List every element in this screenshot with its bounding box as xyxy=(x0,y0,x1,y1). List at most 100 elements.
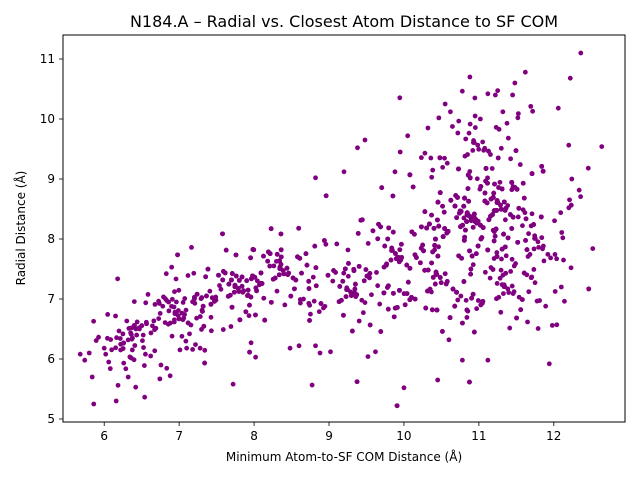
data-point xyxy=(191,270,197,276)
data-point xyxy=(440,234,446,240)
data-point xyxy=(200,303,206,309)
data-point xyxy=(540,168,546,174)
data-point xyxy=(455,297,461,303)
data-point xyxy=(318,301,324,306)
data-point xyxy=(405,133,411,139)
data-point xyxy=(458,293,464,299)
data-point xyxy=(166,299,172,305)
data-point xyxy=(148,330,154,336)
data-point xyxy=(538,214,544,220)
data-point xyxy=(288,293,294,299)
data-point xyxy=(455,195,460,200)
data-point xyxy=(463,136,469,142)
data-point xyxy=(355,231,361,236)
data-point xyxy=(129,347,135,353)
data-point xyxy=(184,345,190,351)
data-point xyxy=(467,74,473,80)
data-point xyxy=(482,198,488,204)
data-point xyxy=(179,310,185,316)
x-axis-label: Minimum Atom-to-SF COM Distance (Å) xyxy=(226,449,462,464)
data-point xyxy=(437,155,443,161)
data-point xyxy=(429,307,435,313)
data-point xyxy=(482,145,488,151)
data-point xyxy=(179,333,185,339)
data-point xyxy=(537,298,543,303)
data-point xyxy=(157,311,163,316)
data-point xyxy=(115,382,121,388)
data-point xyxy=(470,262,476,268)
data-point xyxy=(212,298,217,304)
data-point xyxy=(521,195,527,201)
data-point xyxy=(472,215,478,221)
data-point xyxy=(531,267,537,272)
data-point xyxy=(490,267,496,272)
data-point xyxy=(505,203,511,208)
data-point xyxy=(488,196,494,202)
data-point xyxy=(157,376,163,382)
data-point xyxy=(435,217,440,223)
data-point xyxy=(334,241,340,247)
data-point xyxy=(218,286,224,292)
data-point xyxy=(344,287,350,293)
data-point xyxy=(278,231,284,237)
data-point xyxy=(578,50,584,56)
data-point xyxy=(438,280,444,286)
data-point xyxy=(447,315,453,321)
data-point xyxy=(440,329,445,334)
data-point xyxy=(105,335,110,341)
data-point xyxy=(432,243,438,248)
data-point xyxy=(278,247,284,253)
data-point xyxy=(462,153,468,159)
data-point xyxy=(488,152,493,157)
data-point xyxy=(352,286,358,292)
data-point xyxy=(295,254,300,260)
data-point xyxy=(450,286,456,292)
data-point xyxy=(425,125,431,131)
data-point xyxy=(93,338,99,343)
data-point xyxy=(402,302,408,308)
data-point xyxy=(436,223,442,229)
data-point xyxy=(491,256,497,261)
data-point xyxy=(472,125,478,130)
data-point xyxy=(365,354,371,359)
data-point xyxy=(171,317,177,323)
data-point xyxy=(113,398,119,404)
data-point xyxy=(482,269,488,275)
data-point xyxy=(239,274,245,280)
data-point xyxy=(331,268,336,273)
data-point xyxy=(467,175,473,181)
data-point xyxy=(156,298,161,304)
data-point xyxy=(381,290,387,296)
data-point xyxy=(106,359,112,365)
data-point xyxy=(381,264,387,270)
data-point xyxy=(158,362,164,368)
data-point xyxy=(354,379,360,385)
data-point xyxy=(247,349,252,355)
data-point xyxy=(390,229,396,235)
data-point xyxy=(494,281,500,286)
data-point xyxy=(522,69,528,75)
x-axis-ticks: 6 7 8 9 10 11 12 xyxy=(100,422,561,443)
data-point xyxy=(432,281,438,287)
data-point xyxy=(566,142,572,148)
data-point xyxy=(143,300,149,306)
data-point xyxy=(375,236,381,242)
data-point xyxy=(545,251,551,257)
data-point xyxy=(442,271,448,277)
data-point xyxy=(125,337,131,343)
y-tick-label: 5 xyxy=(47,412,55,426)
data-point xyxy=(532,236,537,241)
data-point xyxy=(313,343,318,349)
data-point xyxy=(374,270,379,275)
data-point xyxy=(101,345,107,351)
data-point xyxy=(497,179,503,185)
data-point xyxy=(561,257,566,263)
data-point xyxy=(429,212,434,218)
data-point xyxy=(523,238,528,243)
data-point xyxy=(517,162,523,167)
data-point xyxy=(274,258,279,264)
data-point xyxy=(499,282,505,288)
data-point xyxy=(152,348,158,354)
data-point xyxy=(396,255,401,260)
data-point xyxy=(342,266,348,272)
